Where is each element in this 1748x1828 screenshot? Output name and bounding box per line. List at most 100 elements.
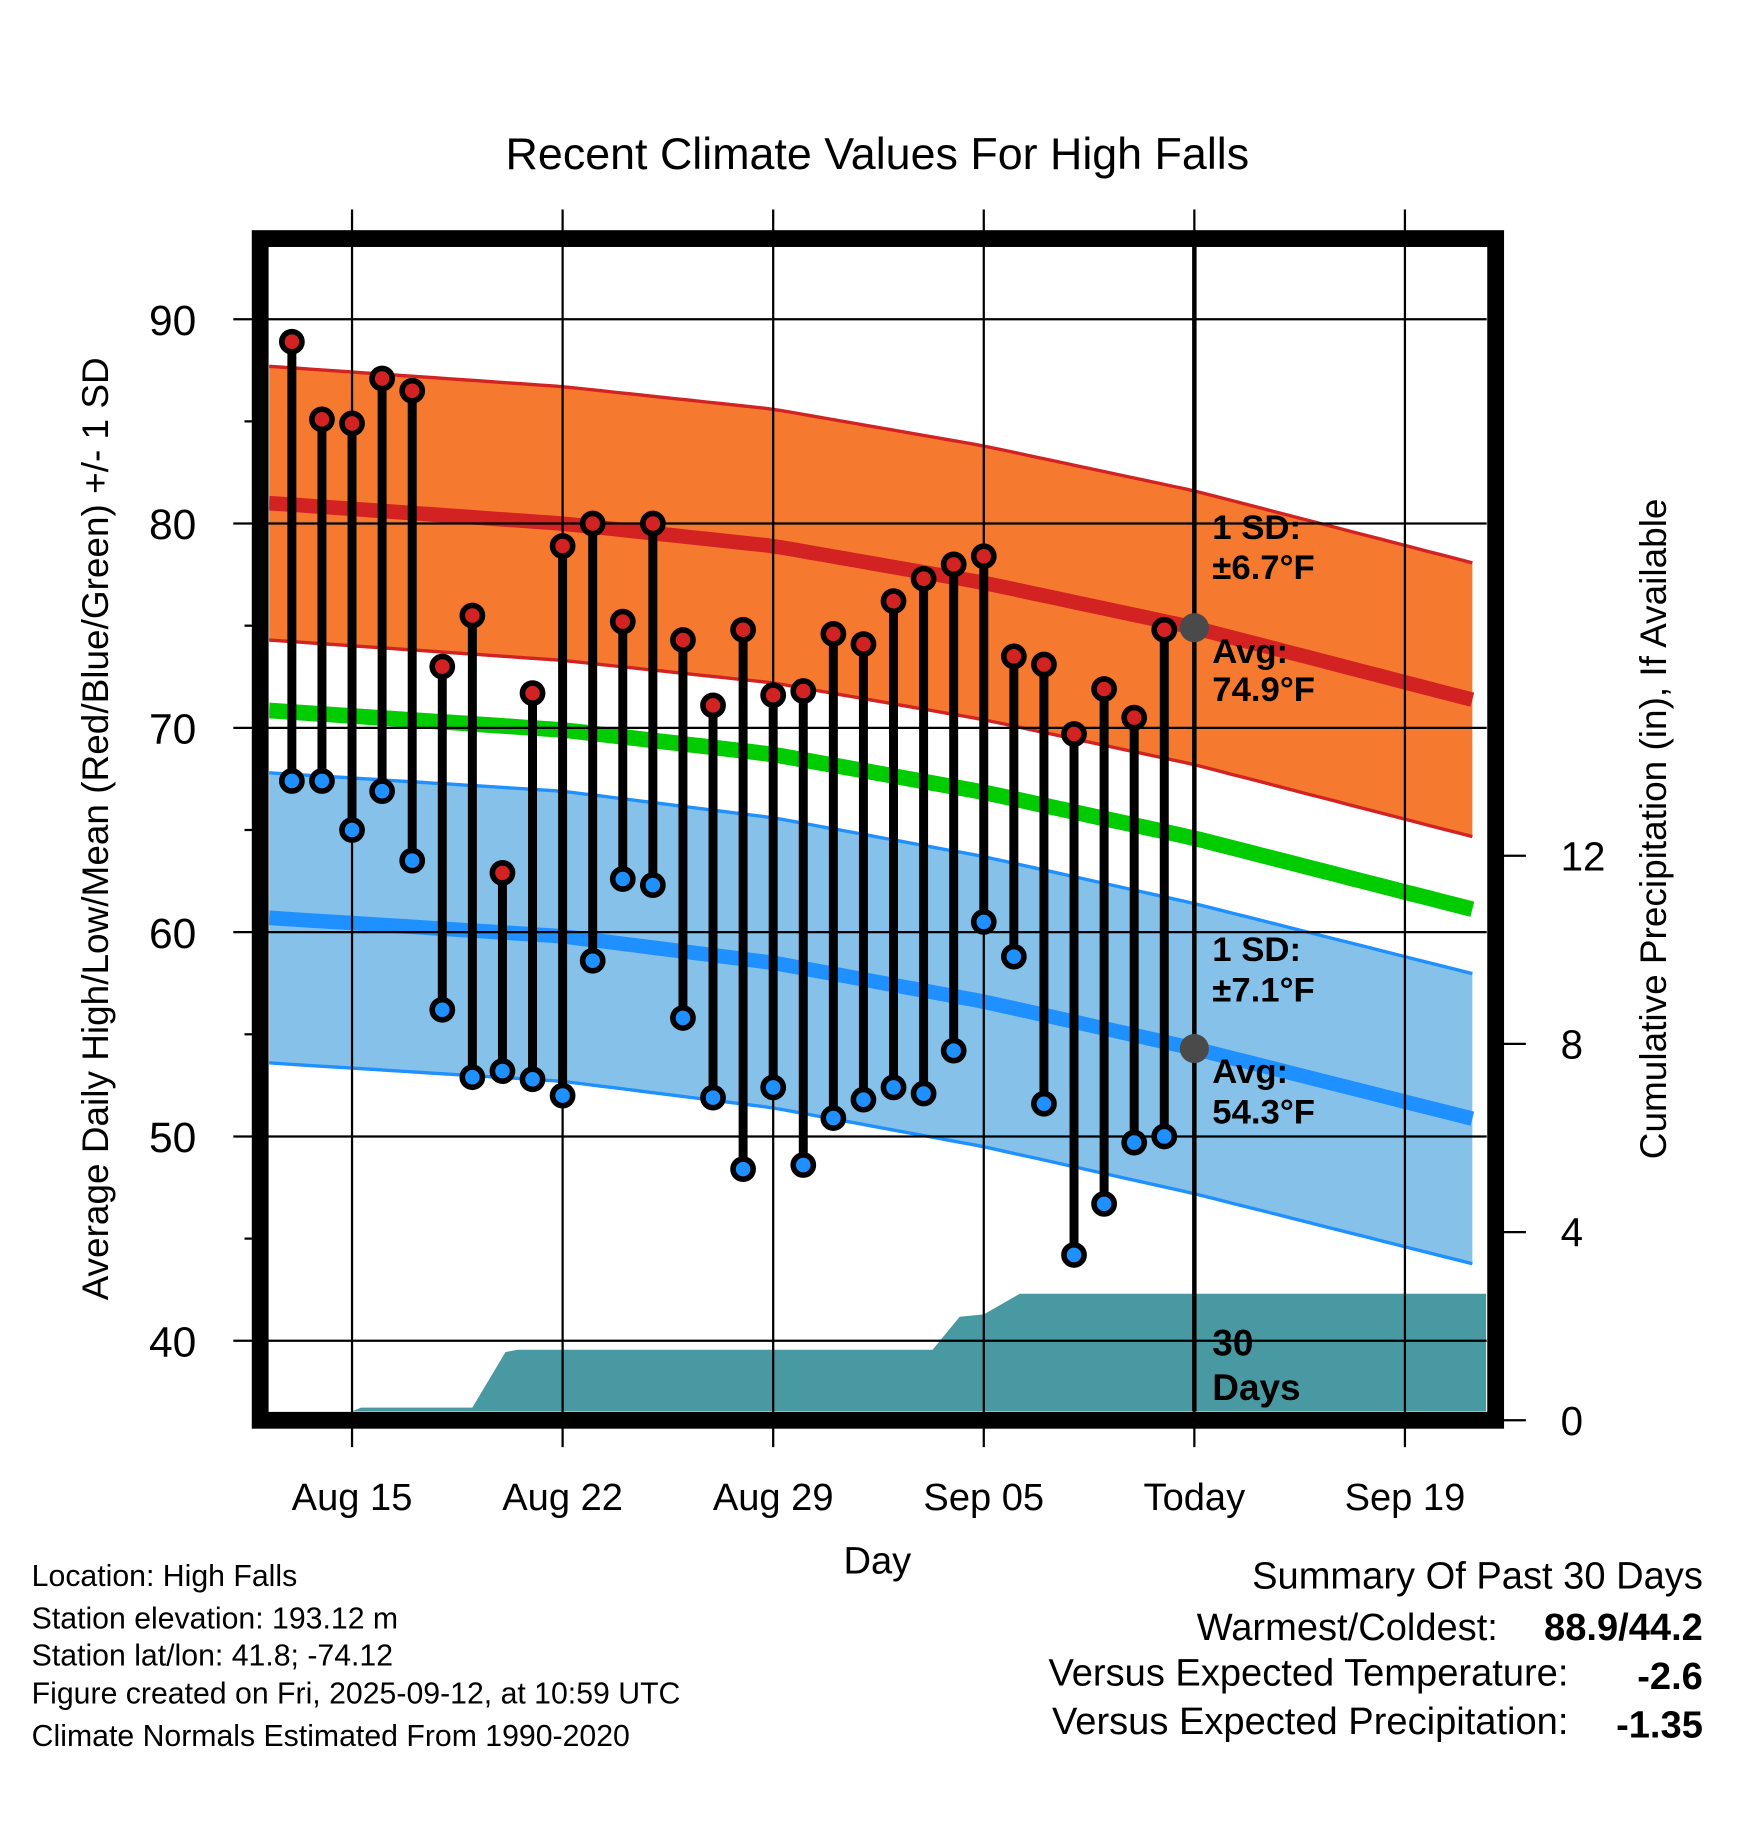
plot-area — [269, 364, 1487, 1412]
avg-high-line — [269, 495, 1475, 707]
low-sd-annotation: 1 SD: — [1212, 931, 1301, 969]
daily-high-point — [760, 682, 787, 709]
daily-high-point — [880, 588, 907, 615]
footer-latlon: Station lat/lon: 41.8; -74.12 — [32, 1640, 393, 1673]
y-tick-label: 40 — [149, 1318, 196, 1366]
x-tick-label: Aug 29 — [713, 1477, 834, 1519]
daily-low-point — [790, 1152, 817, 1178]
daily-low-point — [1151, 1123, 1178, 1150]
precip-area — [352, 1293, 1487, 1412]
y-tick-label: 90 — [149, 297, 196, 345]
daily-high-point — [670, 627, 696, 653]
daily-high-point — [519, 680, 546, 706]
daily-high-point — [850, 631, 877, 657]
y2-tick-label: 8 — [1561, 1021, 1583, 1067]
y2-tick-label: 4 — [1561, 1210, 1583, 1256]
daily-low-point — [1031, 1090, 1057, 1117]
summary-warm-cold-value: 88.9/44.2 — [1544, 1607, 1703, 1649]
daily-low-point — [850, 1086, 877, 1113]
y-tick-label: 70 — [149, 706, 196, 754]
summary-precip-label: Versus Expected Precipitation: — [1052, 1701, 1568, 1743]
footer-info: Location: High Falls Station elevation: … — [32, 1560, 681, 1753]
daily-low-point — [399, 847, 426, 874]
high-avg-value-annotation: 74.9°F — [1212, 671, 1315, 709]
daily-low-point — [700, 1084, 726, 1111]
daily-high-point — [730, 616, 756, 643]
footer-location: Location: High Falls — [32, 1560, 298, 1593]
daily-high-point — [429, 653, 456, 680]
daily-high-point — [459, 602, 486, 629]
today-avg-high-marker — [1179, 613, 1209, 643]
footer-created: Figure created on Fri, 2025-09-12, at 10… — [32, 1678, 681, 1711]
daily-low-point — [278, 768, 305, 794]
daily-high-point — [1091, 676, 1117, 702]
daily-low-point — [910, 1080, 937, 1107]
summary-precip-value: -1.35 — [1616, 1704, 1703, 1746]
daily-low-point — [1121, 1129, 1148, 1156]
x-tick-label: Aug 15 — [292, 1477, 413, 1519]
daily-high-point — [399, 377, 426, 404]
daily-low-point — [519, 1066, 546, 1093]
daily-high-point — [1000, 643, 1027, 670]
summary-warm-cold-label: Warmest/Coldest: — [1197, 1607, 1498, 1649]
daily-high-point — [609, 608, 636, 635]
daily-high-point — [369, 365, 395, 392]
summary-title: Summary Of Past 30 Days — [1252, 1555, 1703, 1597]
daily-low-point — [609, 866, 636, 892]
daily-high-point — [579, 510, 606, 537]
precip-days-label-annotation: Days — [1212, 1367, 1300, 1408]
daily-low-point — [579, 947, 606, 974]
daily-high-point — [820, 620, 847, 647]
daily-low-point — [489, 1058, 516, 1084]
daily-high-point — [1031, 651, 1057, 678]
daily-low-point — [369, 778, 395, 805]
high-avg-annotation: Avg: — [1212, 633, 1288, 671]
x-tick-label: Sep 19 — [1345, 1477, 1466, 1519]
x-tick-label: Today — [1144, 1477, 1246, 1519]
daily-low-point — [1061, 1242, 1087, 1268]
high-sd-band-upper-edge — [269, 364, 1473, 565]
daily-low-point — [820, 1105, 847, 1131]
precip-days-annotation: 30 — [1212, 1322, 1253, 1363]
low-sd-value-annotation: ±7.1°F — [1212, 971, 1314, 1009]
daily-high-point — [278, 328, 305, 355]
plot-frame — [251, 230, 1505, 1429]
low-avg-value-annotation: 54.3°F — [1212, 1093, 1315, 1131]
daily-low-point — [639, 872, 666, 899]
footer-elevation: Station elevation: 193.12 m — [32, 1603, 398, 1636]
y2-tick-label: 0 — [1561, 1398, 1583, 1444]
daily-low-point — [1000, 943, 1027, 970]
high-sd-band — [269, 366, 1473, 837]
daily-high-point — [970, 543, 997, 570]
daily-low-point — [670, 1005, 696, 1031]
low-avg-annotation: Avg: — [1212, 1053, 1288, 1091]
today-avg-low-marker — [1179, 1034, 1209, 1064]
y-tick-label: 50 — [149, 1114, 196, 1162]
daily-low-point — [1091, 1190, 1117, 1217]
footer-normals: Climate Normals Estimated From 1990-2020 — [32, 1720, 630, 1753]
chart-title: Recent Climate Values For High Falls — [506, 129, 1250, 179]
daily-high-point — [549, 533, 576, 559]
x-tick-label: Sep 05 — [923, 1477, 1044, 1519]
daily-high-point — [940, 551, 967, 578]
x-tick-label: Aug 22 — [502, 1477, 623, 1519]
daily-high-point — [309, 406, 335, 433]
daily-high-point — [910, 565, 937, 592]
daily-high-point — [639, 510, 666, 537]
daily-high-point — [489, 860, 516, 886]
daily-low-point — [309, 768, 335, 794]
daily-low-point — [940, 1037, 967, 1064]
daily-high-point — [1121, 704, 1148, 731]
summary-temp-value: -2.6 — [1637, 1656, 1703, 1698]
x-axis-label: Day — [844, 1541, 912, 1583]
daily-low-point — [459, 1064, 486, 1091]
summary-temp-label: Versus Expected Temperature: — [1048, 1653, 1568, 1695]
daily-low-point — [730, 1156, 756, 1183]
y-tick-label: 60 — [149, 910, 196, 958]
daily-low-point — [970, 909, 997, 935]
daily-high-point — [790, 678, 817, 704]
daily-high-point — [1151, 616, 1178, 643]
daily-low-point — [880, 1074, 907, 1101]
daily-low-point — [339, 817, 365, 843]
